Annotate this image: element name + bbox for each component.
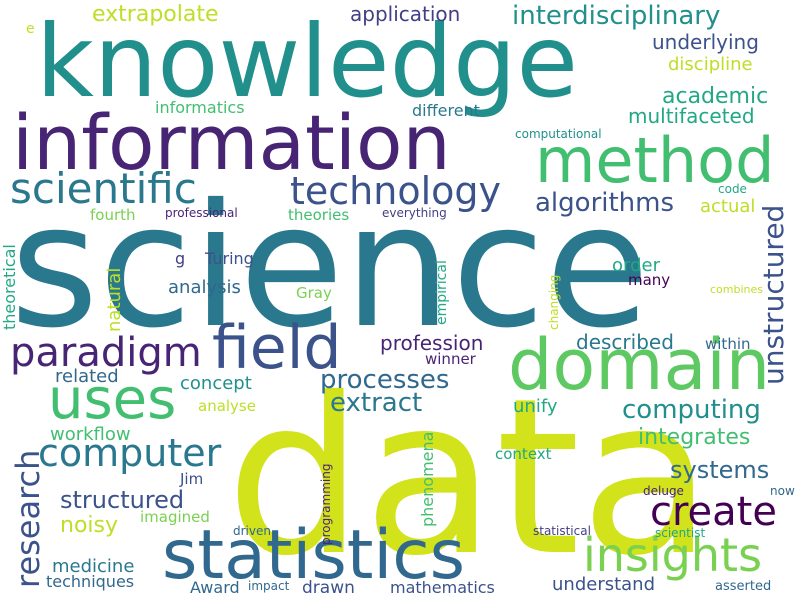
word-statistical: statistical (533, 524, 591, 538)
word-medicine: medicine (52, 556, 135, 577)
word-unify: unify (513, 396, 558, 417)
word-analyse: analyse (198, 397, 256, 415)
word-deluge: deluge (643, 484, 684, 498)
word-impact: impact (248, 579, 290, 593)
word-extract: extract (330, 388, 423, 418)
word-underlying: underlying (652, 30, 759, 54)
word-scientific: scientific (10, 164, 197, 213)
word-discipline: discipline (668, 54, 753, 75)
word-within: within (705, 335, 751, 353)
word-domain: domain (508, 324, 771, 406)
word-empirical: empirical (434, 260, 450, 325)
word-combines: combines (710, 283, 764, 296)
word-insights: insights (583, 528, 763, 582)
word-field: field (212, 313, 342, 383)
word-unstructured: unstructured (757, 204, 790, 385)
word-scientist: scientist (655, 526, 706, 540)
word-statistics: statistics (162, 516, 466, 595)
word-multifaceted: multifaceted (628, 104, 755, 128)
word-systems: systems (670, 456, 770, 484)
word-knowledge: knowledge (36, 3, 579, 120)
word-interdisciplinary: interdisciplinary (512, 1, 721, 31)
word-create: create (650, 489, 777, 535)
word-research: research (9, 449, 47, 588)
word-theoretical: theoretical (0, 244, 19, 330)
word-driven: driven (233, 524, 271, 538)
word-described: described (576, 330, 674, 354)
word-algorithms: algorithms (535, 188, 675, 218)
word-fourth: fourth (90, 206, 136, 224)
word-academic: academic (662, 84, 769, 109)
word-phenomena: phenomena (418, 431, 437, 527)
word-mathematics: mathematics (390, 578, 495, 597)
word-programming: programming (319, 463, 333, 545)
word-natural: natural (104, 267, 125, 332)
word-actual: actual (700, 196, 756, 217)
word-many: many (628, 271, 671, 289)
word-changing: changing (547, 274, 561, 330)
word-information: information (12, 98, 451, 187)
word-e: e (26, 21, 35, 37)
word-code: code (718, 182, 747, 196)
word-context: context (495, 445, 552, 463)
word-related: related (55, 366, 119, 387)
word-method: method (535, 124, 775, 197)
word-workflow: workflow (50, 424, 131, 445)
word-understand: understand (552, 574, 656, 595)
word-structured: structured (60, 486, 185, 514)
word-extrapolate: extrapolate (92, 2, 219, 27)
word-jim: Jim (180, 470, 204, 488)
word-different: different (412, 101, 480, 120)
word-winner: winner (425, 350, 476, 368)
word-noisy: noisy (60, 513, 118, 538)
word-profession: profession (380, 331, 484, 355)
word-computer: computer (38, 431, 222, 475)
word-everything: everything (382, 206, 447, 220)
word-processes: processes (320, 365, 450, 395)
word-computational: computational (515, 127, 602, 141)
word-integrates: integrates (638, 425, 751, 450)
word-science: science (10, 168, 650, 366)
word-paradigm: paradigm (10, 330, 202, 376)
word-techniques: techniques (46, 572, 135, 591)
word-computing: computing (622, 395, 761, 425)
word-analysis: analysis (168, 277, 241, 298)
word-theories: theories (288, 206, 350, 224)
word-imagined: imagined (140, 508, 210, 526)
word-asserted: asserted (715, 579, 772, 594)
word-order: order (612, 255, 660, 276)
word-uses: uses (48, 367, 177, 432)
word-data: data (226, 352, 713, 600)
word-informatics: informatics (155, 98, 245, 117)
word-application: application (350, 2, 461, 26)
word-gray: Gray (296, 284, 332, 302)
word-g: g (175, 249, 186, 268)
word-now: now (770, 484, 795, 498)
word-turing: Turing (205, 249, 254, 268)
word-professional: professional (165, 206, 238, 220)
word-technology: technology (290, 169, 502, 213)
word-concept: concept (180, 373, 252, 394)
word-drawn: drawn (302, 578, 355, 598)
word-award: Award (190, 578, 240, 597)
